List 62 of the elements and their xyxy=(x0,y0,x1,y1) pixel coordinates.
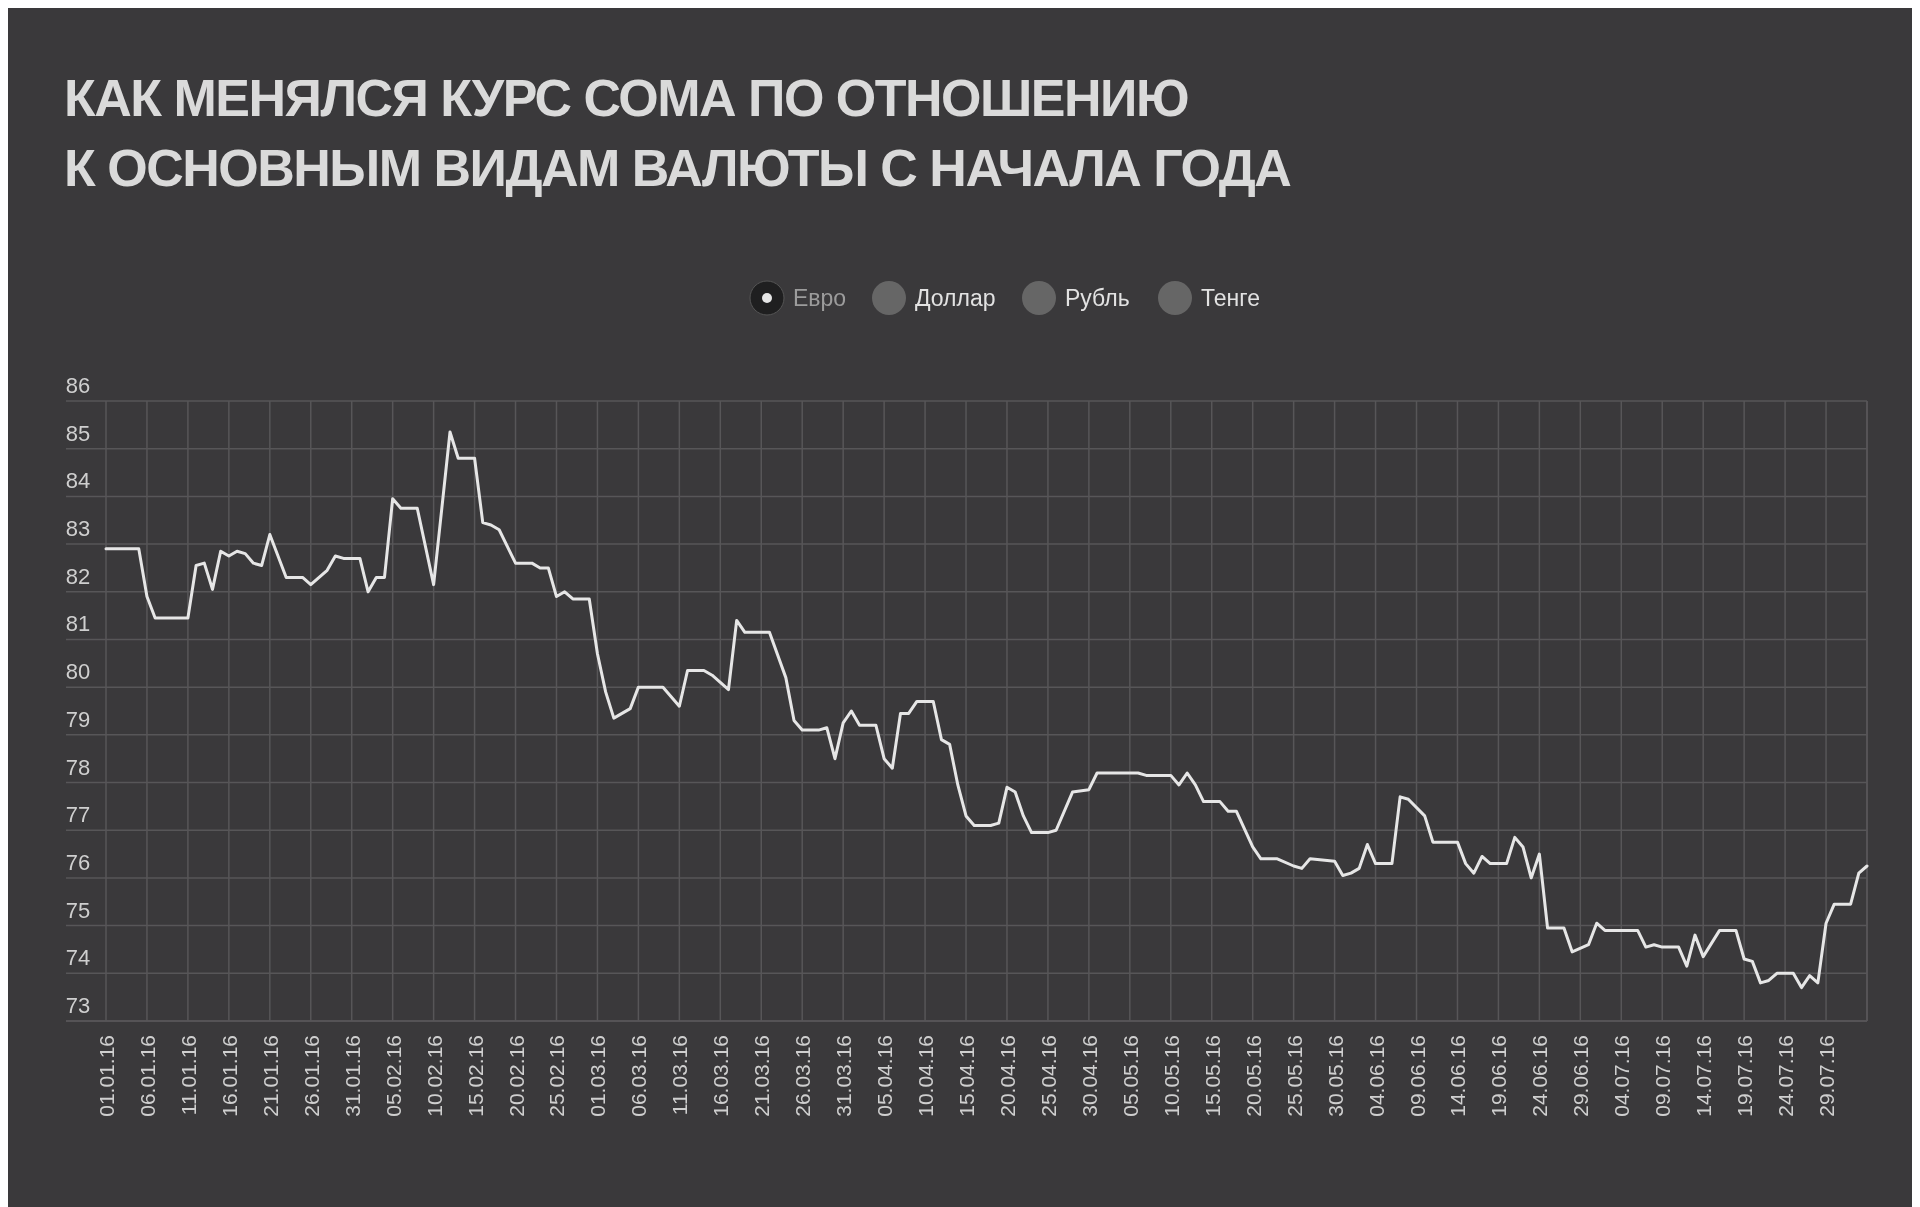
x-tick-label: 14.06.16 xyxy=(1446,1035,1470,1117)
x-tick-label: 16.03.16 xyxy=(709,1035,733,1117)
x-tick-label: 01.03.16 xyxy=(586,1035,610,1117)
x-tick-label: 05.04.16 xyxy=(873,1035,897,1117)
x-tick-label: 09.06.16 xyxy=(1405,1035,1429,1117)
x-tick-label: 20.04.16 xyxy=(995,1035,1019,1117)
x-tick-label: 10.04.16 xyxy=(914,1035,938,1117)
x-tick-label: 31.03.16 xyxy=(832,1035,856,1117)
y-tick-label: 81 xyxy=(65,611,91,637)
x-tick-label: 11.01.16 xyxy=(176,1035,200,1116)
x-tick-label: 04.07.16 xyxy=(1610,1035,1634,1117)
x-tick-label: 29.07.16 xyxy=(1815,1035,1839,1117)
x-tick-label: 05.05.16 xyxy=(1118,1035,1142,1117)
y-tick-label: 83 xyxy=(65,516,91,542)
y-tick-label: 84 xyxy=(65,468,91,494)
x-tick-label: 25.02.16 xyxy=(545,1035,569,1117)
chart-title: КАК МЕНЯЛСЯ КУРС СОМА ПО ОТНОШЕНИЮ К ОСНОВНЫМ ВИДАМ ВАЛЮТЫ С НАЧАЛА ГОДА xyxy=(64,69,1292,197)
x-tick-label: 01.01.16 xyxy=(95,1035,118,1117)
x-tick-label: 05.02.16 xyxy=(381,1035,405,1117)
y-tick-label: 77 xyxy=(65,802,91,828)
x-tick-label: 15.02.16 xyxy=(463,1035,487,1117)
x-tick-label: 10.05.16 xyxy=(1159,1035,1183,1117)
x-tick-label: 19.07.16 xyxy=(1733,1035,1757,1117)
x-tick-label: 30.04.16 xyxy=(1077,1035,1101,1117)
x-tick-label: 15.04.16 xyxy=(955,1035,979,1117)
x-tick-label: 21.01.16 xyxy=(258,1035,282,1117)
x-tick-label: 20.02.16 xyxy=(504,1035,528,1117)
x-tick-label: 21.03.16 xyxy=(750,1035,774,1117)
y-tick-label: 78 xyxy=(65,754,91,780)
x-tick-label: 25.04.16 xyxy=(1036,1035,1060,1117)
x-tick-label: 20.05.16 xyxy=(1241,1035,1265,1117)
legend-label: Доллар xyxy=(915,285,996,311)
x-tick-label: 19.06.16 xyxy=(1487,1035,1511,1117)
legend-label: Евро xyxy=(793,285,847,311)
x-tick-label: 29.06.16 xyxy=(1569,1035,1593,1117)
y-tick-label: 80 xyxy=(65,659,91,685)
y-tick-label: 76 xyxy=(65,849,91,875)
x-tick-label: 31.01.16 xyxy=(340,1035,364,1117)
x-tick-label: 10.02.16 xyxy=(422,1035,446,1117)
x-tick-label: 04.06.16 xyxy=(1364,1035,1388,1117)
x-tick-label: 15.05.16 xyxy=(1200,1035,1224,1117)
y-tick-label: 86 xyxy=(65,373,91,398)
x-tick-label: 06.03.16 xyxy=(627,1035,651,1117)
x-tick-label: 26.01.16 xyxy=(299,1035,323,1117)
x-tick-label: 24.06.16 xyxy=(1528,1035,1552,1117)
x-tick-label: 14.07.16 xyxy=(1692,1035,1716,1117)
y-tick-label: 74 xyxy=(65,945,91,971)
y-tick-label: 75 xyxy=(65,897,91,923)
x-tick-label: 11.03.16 xyxy=(668,1035,692,1116)
legend-label: Тенге xyxy=(1201,285,1260,311)
y-tick-label: 73 xyxy=(65,993,91,1018)
y-tick-label: 85 xyxy=(65,420,91,446)
x-tick-label: 30.05.16 xyxy=(1323,1035,1347,1117)
x-tick-label: 25.05.16 xyxy=(1282,1035,1306,1117)
x-tick-label: 24.07.16 xyxy=(1774,1035,1798,1117)
x-tick-label: 16.01.16 xyxy=(217,1035,241,1117)
x-tick-label: 26.03.16 xyxy=(791,1035,815,1117)
x-tick-label: 09.07.16 xyxy=(1651,1035,1675,1117)
x-tick-label: 06.01.16 xyxy=(135,1035,159,1117)
legend-label: Рубль xyxy=(1065,285,1130,311)
y-tick-label: 82 xyxy=(65,563,91,589)
y-tick-label: 79 xyxy=(65,706,91,732)
